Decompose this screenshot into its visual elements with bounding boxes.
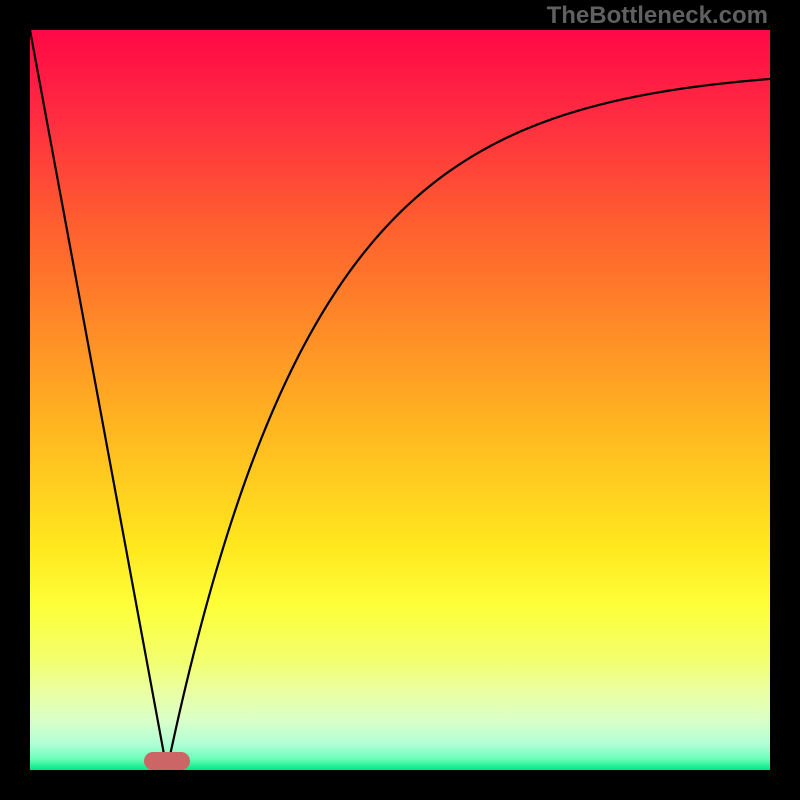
chart-container: TheBottleneck.com xyxy=(0,0,800,800)
watermark-text: TheBottleneck.com xyxy=(547,2,768,30)
optimal-marker xyxy=(144,752,190,770)
bottleneck-curve xyxy=(30,30,770,770)
plot-area xyxy=(30,30,770,770)
